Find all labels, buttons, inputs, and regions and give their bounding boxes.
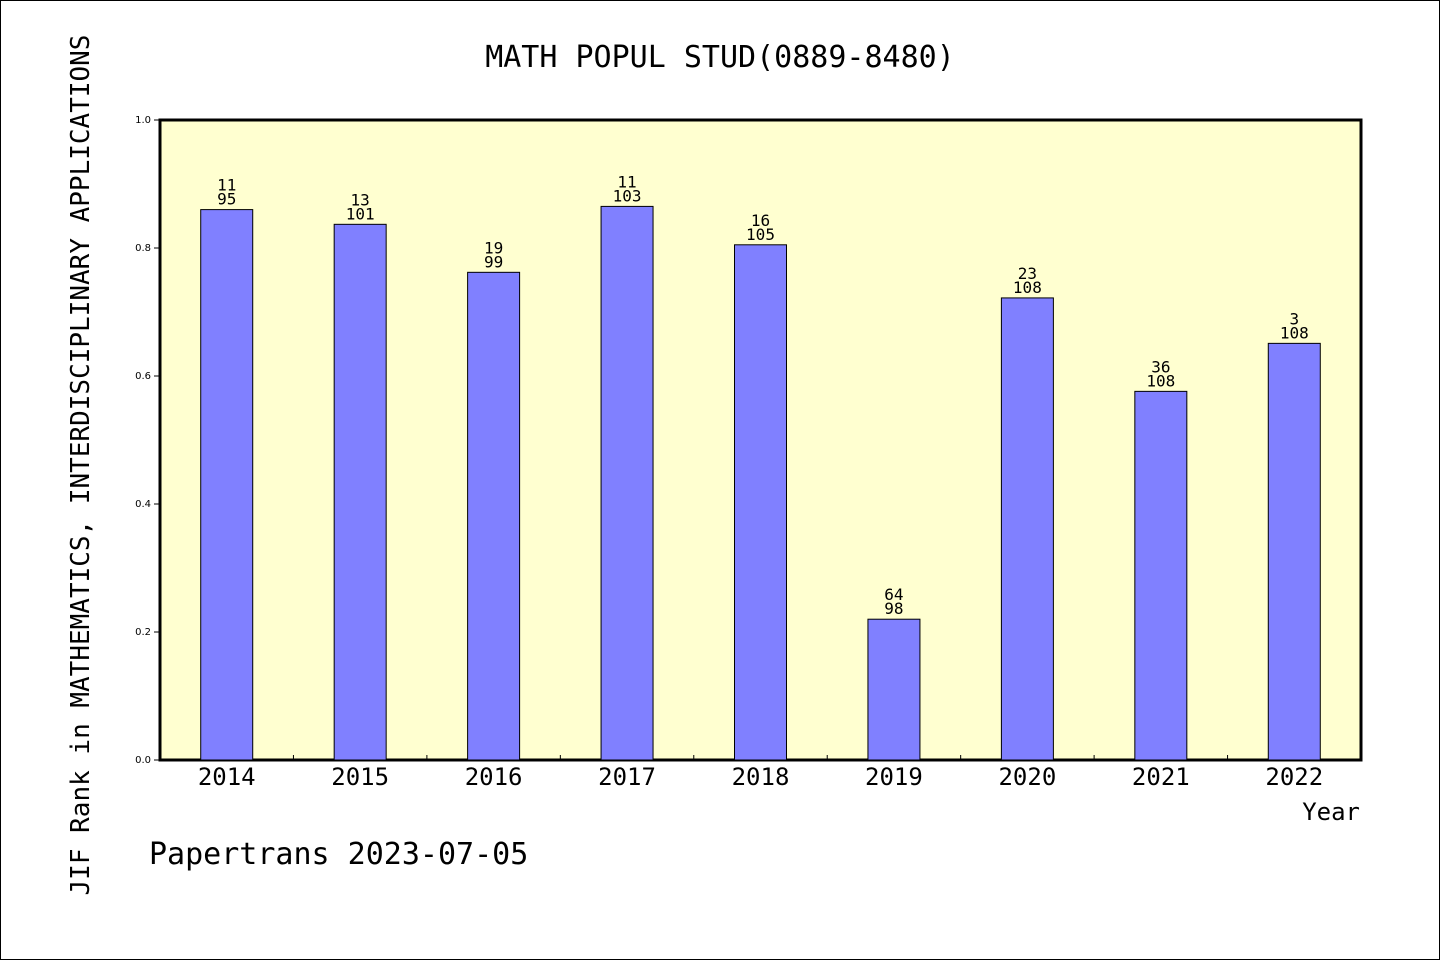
y-tick-label: 0.4 — [135, 499, 151, 510]
x-axis-ticks: 2014 2015 2016 2017 2018 2019 2020 2021 2022 — [198, 755, 1323, 791]
bar-2018 — [734, 244, 787, 761]
bar-total-label: 108 — [1013, 278, 1042, 297]
x-tick-label: 2022 — [1265, 763, 1323, 791]
bar-2019 — [867, 618, 921, 761]
bar-total-label: 101 — [346, 204, 375, 223]
y-tick-label: 0.6 — [135, 371, 151, 382]
bar-rank-label: 11 — [217, 176, 236, 195]
y-tick-label: 0.0 — [135, 755, 151, 766]
y-axis-label: JIF Rank in MATHEMATICS, INTERDISCIPLINA… — [66, 35, 96, 896]
x-tick-label: 2018 — [732, 763, 790, 791]
bar-2022 — [1267, 342, 1321, 761]
x-tick-label: 2016 — [465, 763, 523, 791]
x-tick-label: 2021 — [1132, 763, 1190, 791]
bar-total-label: 99 — [484, 252, 503, 271]
bar-rank-label: 23 — [1018, 264, 1037, 283]
x-tick-label: 2014 — [198, 763, 256, 791]
bar-2020 — [1000, 297, 1054, 761]
bar-2016 — [467, 271, 521, 761]
bar-2015 — [333, 223, 387, 761]
chart-title: MATH POPUL STUD(0889-8480) — [485, 40, 955, 75]
bar-rank-label: 64 — [884, 585, 903, 604]
x-tick-label: 2020 — [998, 763, 1056, 791]
bar-total-label: 103 — [613, 186, 642, 205]
bars-group — [200, 205, 1321, 761]
bar-rank-label: 16 — [751, 211, 770, 230]
credit-text: Papertrans 2023-07-05 — [149, 837, 528, 872]
bar-total-label: 108 — [1146, 371, 1175, 390]
bar-total-label: 108 — [1280, 323, 1309, 342]
y-tick-label: 0.2 — [135, 627, 151, 638]
x-tick-label: 2015 — [331, 763, 389, 791]
bar-rank-label: 13 — [351, 190, 370, 209]
y-axis-ticks: 0.0 0.2 0.4 0.6 0.8 1.0 — [135, 115, 160, 766]
bar-2017 — [600, 205, 654, 761]
bar-total-label: 98 — [884, 599, 903, 618]
bar-2014 — [200, 209, 254, 761]
bar-total-label: 105 — [746, 225, 775, 244]
bar-rank-label: 19 — [484, 238, 503, 257]
bar-total-label: 95 — [217, 190, 236, 209]
bar-2021 — [1134, 390, 1188, 761]
y-tick-label: 0.8 — [135, 243, 151, 254]
bar-rank-label: 3 — [1289, 309, 1299, 328]
x-tick-label: 2019 — [865, 763, 923, 791]
x-axis-label: Year — [1302, 798, 1360, 826]
bar-rank-label: 36 — [1151, 357, 1170, 376]
y-tick-label: 1.0 — [135, 115, 151, 126]
bar-rank-label: 11 — [617, 172, 636, 191]
x-tick-label: 2017 — [598, 763, 656, 791]
